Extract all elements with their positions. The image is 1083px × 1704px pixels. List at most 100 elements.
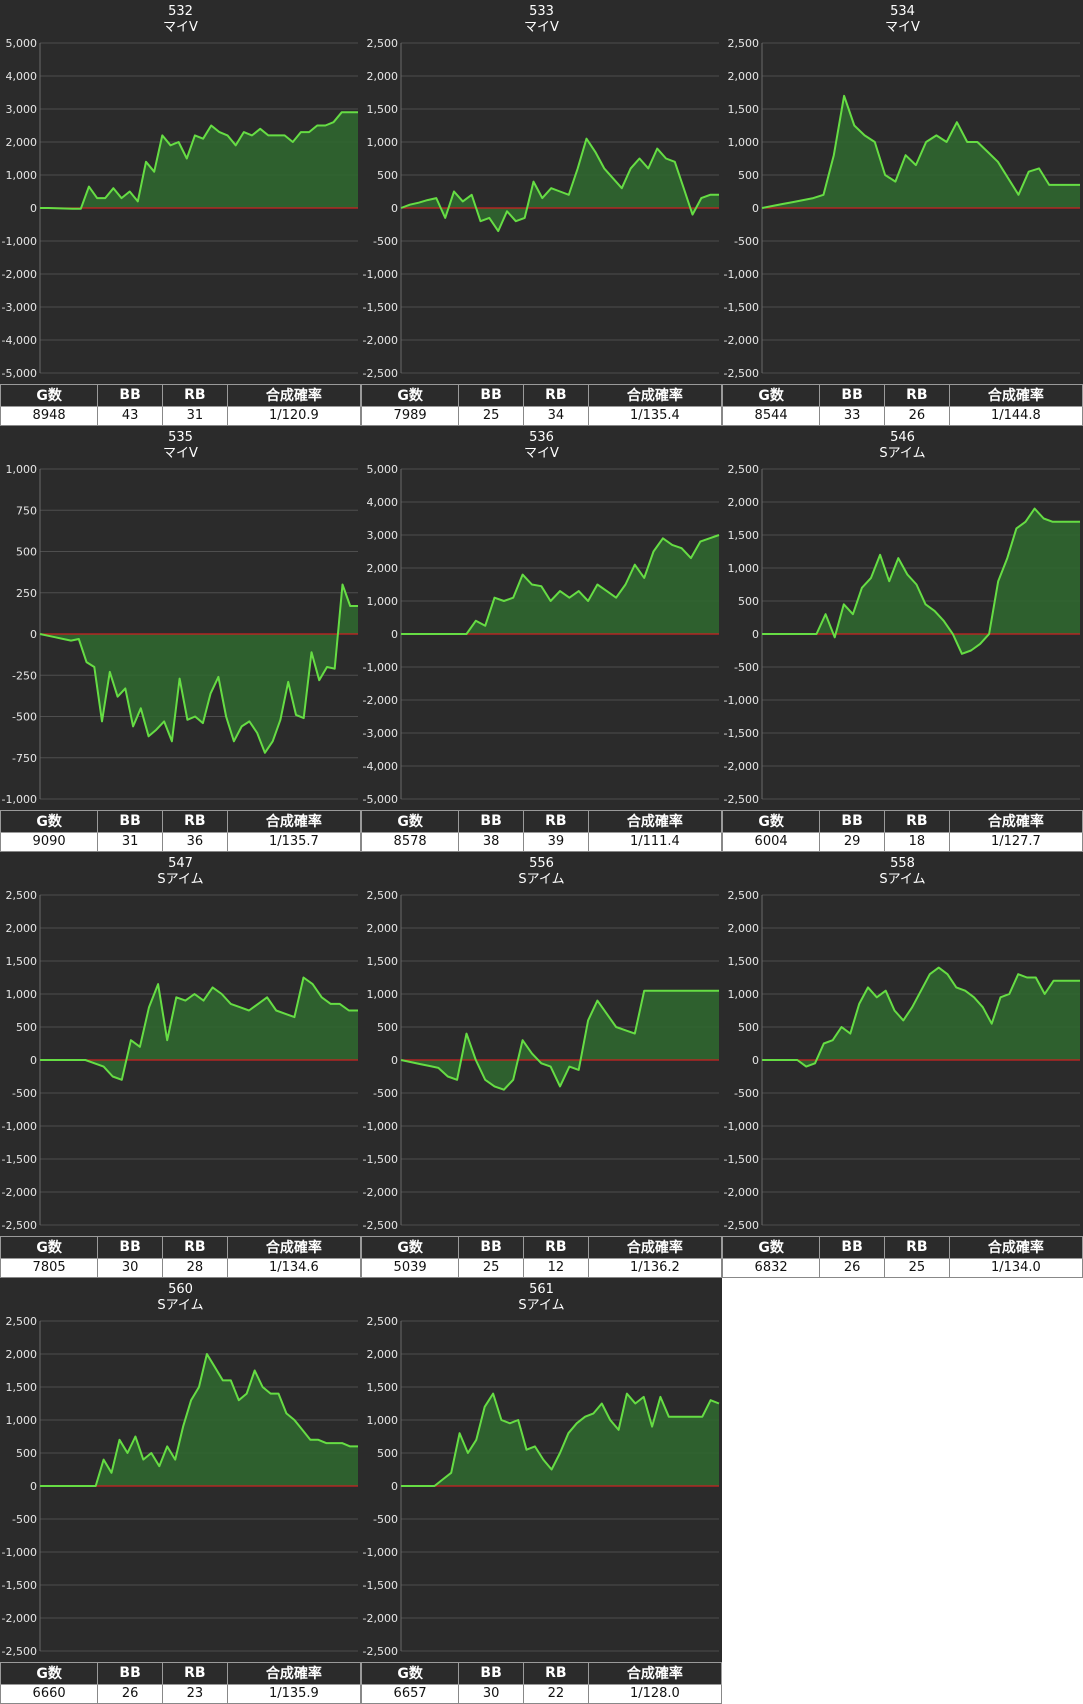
y-tick-label: -2,500 (724, 793, 759, 806)
stats-value: 7805 (0, 1257, 99, 1278)
stats-table: G数 BB RB 合成確率 8544 33 26 1/144.8 (722, 384, 1083, 426)
stats-value: 12 (522, 1257, 589, 1278)
stats-header: 合成確率 (226, 1236, 361, 1259)
machine-number: 533 (529, 4, 554, 19)
y-tick-label: -1,000 (724, 268, 759, 281)
y-tick-label: 750 (16, 504, 37, 517)
y-tick-label: -1,000 (2, 1546, 37, 1559)
y-tick-label: 2,000 (367, 70, 399, 83)
y-tick-label: -2,000 (363, 694, 398, 707)
chart-panel: 5,000 4,000 3,000 2,000 1,000 0 -1,000 -2,000 -3… (0, 0, 361, 426)
stats-value: 6660 (0, 1683, 99, 1704)
y-tick-label: 2,000 (6, 136, 38, 149)
y-tick-label: 500 (16, 1447, 37, 1460)
stats-header: 合成確率 (948, 810, 1083, 833)
y-tick-label: 1,500 (367, 955, 399, 968)
chart-panel: 2,500 2,000 1,500 1,000 500 0 -500 -1,000 -1,500… (722, 426, 1083, 852)
chart-panel: 5,000 4,000 3,000 2,000 1,000 0 -1,000 -2,000 -3… (361, 426, 722, 852)
y-tick-label: 2,500 (6, 1315, 38, 1328)
y-tick-label: 0 (391, 628, 398, 641)
stats-table: G数 BB RB 合成確率 8578 38 39 1/111.4 (361, 810, 722, 852)
y-tick-label: 1,000 (6, 169, 38, 182)
stats-header: RB (522, 1236, 589, 1259)
series-area (762, 967, 1080, 1067)
y-tick-label: 4,000 (367, 496, 399, 509)
y-tick-label: -500 (12, 1513, 37, 1526)
y-tick-label: 1,000 (367, 595, 399, 608)
chart-panel: 2,500 2,000 1,500 1,000 500 0 -500 -1,000 -1,500… (722, 0, 1083, 426)
series-area (762, 95, 1080, 208)
chart-panel: 2,500 2,000 1,500 1,000 500 0 -500 -1,000 -1,500… (0, 1278, 361, 1704)
series-area (762, 508, 1080, 654)
stats-header: BB (819, 1236, 885, 1259)
stats-table: G数 BB RB 合成確率 7805 30 28 1/134.6 (0, 1236, 361, 1278)
stats-value: 26 (97, 1683, 163, 1704)
stats-value: 7989 (361, 405, 460, 426)
y-tick-label: 500 (738, 169, 759, 182)
y-tick-label: 0 (752, 1054, 759, 1067)
machine-number: 532 (168, 4, 193, 19)
stats-value: 30 (458, 1683, 524, 1704)
machine-number: 535 (168, 430, 193, 445)
machine-number: 547 (168, 856, 193, 871)
y-tick-label: -1,000 (363, 1120, 398, 1133)
y-tick-label: 1,500 (6, 955, 38, 968)
y-tick-label: -500 (734, 1087, 759, 1100)
y-tick-label: 1,500 (728, 955, 760, 968)
chart-plot: 2,500 2,000 1,500 1,000 500 0 -500 -1,000 -1,500… (363, 1315, 720, 1658)
chart-panel: 2,500 2,000 1,500 1,000 500 0 -500 -1,000 -1,500… (0, 852, 361, 1278)
y-tick-label: 3,000 (367, 529, 399, 542)
stats-table: G数 BB RB 合成確率 6832 26 25 1/134.0 (722, 1236, 1083, 1278)
y-tick-label: 2,500 (728, 889, 760, 902)
y-tick-label: 1,500 (367, 103, 399, 116)
y-tick-label: -2,500 (724, 1219, 759, 1232)
series-area (401, 138, 719, 232)
stats-value: 1/144.8 (948, 405, 1083, 426)
series-line (40, 111, 358, 210)
y-tick-label: -1,500 (2, 1579, 37, 1592)
y-tick-label: 250 (16, 587, 37, 600)
y-tick-label: -2,000 (363, 1186, 398, 1199)
stats-value: 8948 (0, 405, 99, 426)
y-tick-label: -1,000 (2, 1120, 37, 1133)
stats-header: 合成確率 (587, 384, 722, 407)
y-tick-label: 2,000 (728, 922, 760, 935)
stats-header: 合成確率 (226, 1662, 361, 1685)
stats-value: 34 (522, 405, 589, 426)
stats-value: 26 (819, 1257, 885, 1278)
chart-plot: 5,000 4,000 3,000 2,000 1,000 0 -1,000 -2,000 -3… (363, 463, 720, 806)
y-tick-label: -2,000 (2, 1186, 37, 1199)
y-tick-label: 0 (391, 1054, 398, 1067)
stats-table: G数 BB RB 合成確率 6660 26 23 1/135.9 (0, 1662, 361, 1704)
stats-header: 合成確率 (226, 810, 361, 833)
y-tick-label: 0 (391, 1480, 398, 1493)
stats-table: G数 BB RB 合成確率 9090 31 36 1/135.7 (0, 810, 361, 852)
stats-header: BB (97, 810, 163, 833)
machine-name: マイV (163, 446, 198, 461)
stats-header: 合成確率 (948, 1236, 1083, 1259)
stats-value: 6832 (722, 1257, 821, 1278)
chart-plot: 2,500 2,000 1,500 1,000 500 0 -500 -1,000 -1,500… (363, 37, 720, 380)
stats-header: RB (883, 1236, 950, 1259)
y-tick-label: -1,000 (363, 661, 398, 674)
y-tick-label: 2,500 (367, 889, 399, 902)
y-tick-label: -1,000 (363, 1546, 398, 1559)
y-tick-label: 1,500 (367, 1381, 399, 1394)
stats-header: 合成確率 (587, 810, 722, 833)
y-tick-label: -250 (12, 669, 37, 682)
y-tick-label: -1,500 (363, 1153, 398, 1166)
stats-header: RB (161, 810, 228, 833)
stats-value: 39 (522, 831, 589, 852)
stats-value: 8544 (722, 405, 821, 426)
y-tick-label: -2,500 (363, 367, 398, 380)
series-line (761, 94, 1080, 209)
machine-name: マイV (524, 446, 559, 461)
machine-number: 536 (529, 430, 554, 445)
y-tick-label: 500 (16, 546, 37, 559)
stats-header: 合成確率 (948, 384, 1083, 407)
y-tick-label: 1,000 (728, 562, 760, 575)
stats-value: 1/127.7 (948, 831, 1083, 852)
stats-value: 1/135.9 (226, 1683, 361, 1704)
y-tick-label: 3,000 (6, 103, 38, 116)
stats-value: 28 (161, 1257, 228, 1278)
